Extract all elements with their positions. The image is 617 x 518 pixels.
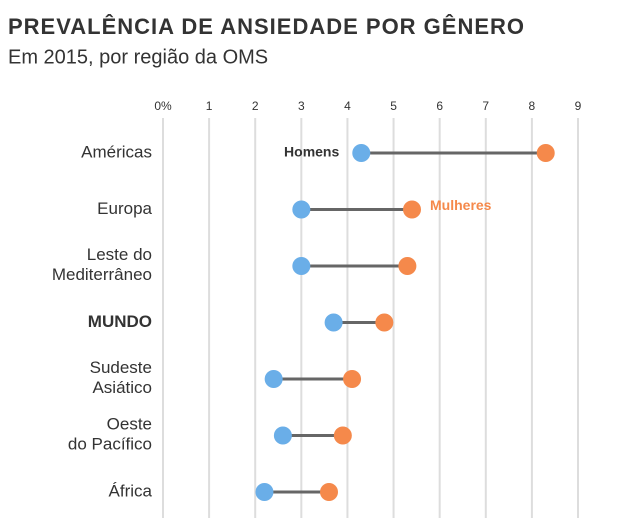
dot bbox=[292, 257, 311, 275]
x-tick-label: 7 bbox=[482, 99, 489, 113]
dot bbox=[398, 257, 417, 275]
x-tick-label: 3 bbox=[298, 99, 305, 113]
dot bbox=[320, 483, 338, 501]
dot bbox=[264, 370, 283, 388]
category-label: MUNDO bbox=[88, 312, 152, 331]
dot bbox=[375, 313, 394, 332]
dot bbox=[324, 313, 343, 332]
chart-subtitle: Em 2015, por região da OMS bbox=[8, 46, 268, 68]
category-label: Europa bbox=[97, 199, 152, 218]
dot bbox=[343, 370, 362, 388]
category-label: Oeste do Pacífico bbox=[68, 415, 152, 454]
series-annotation: Homens bbox=[284, 144, 339, 160]
category-label: Leste do Mediterrâneo bbox=[52, 245, 152, 284]
dot bbox=[536, 144, 555, 162]
category-label: Sudeste Asiático bbox=[90, 358, 152, 397]
dot bbox=[333, 426, 352, 445]
dot bbox=[273, 426, 292, 445]
category-label: Américas bbox=[81, 142, 152, 161]
series-annotation: Mulheres bbox=[430, 197, 492, 213]
dot bbox=[255, 483, 274, 501]
x-tick-label: 4 bbox=[344, 99, 351, 113]
x-tick-label: 8 bbox=[529, 99, 536, 113]
chart-title: PREVALÊNCIA DE ANSIEDADE POR GÊNERO bbox=[8, 14, 525, 39]
dot bbox=[292, 200, 311, 219]
x-tick-label: 2 bbox=[252, 99, 259, 113]
x-tick-label: 5 bbox=[390, 99, 397, 113]
x-tick-label: 1 bbox=[206, 99, 213, 113]
dot bbox=[352, 144, 371, 162]
x-tick-label: 9 bbox=[575, 99, 582, 113]
x-tick-label: 0% bbox=[154, 99, 172, 113]
x-tick-label: 6 bbox=[436, 99, 443, 113]
category-label: África bbox=[109, 481, 153, 500]
dot bbox=[403, 200, 421, 219]
